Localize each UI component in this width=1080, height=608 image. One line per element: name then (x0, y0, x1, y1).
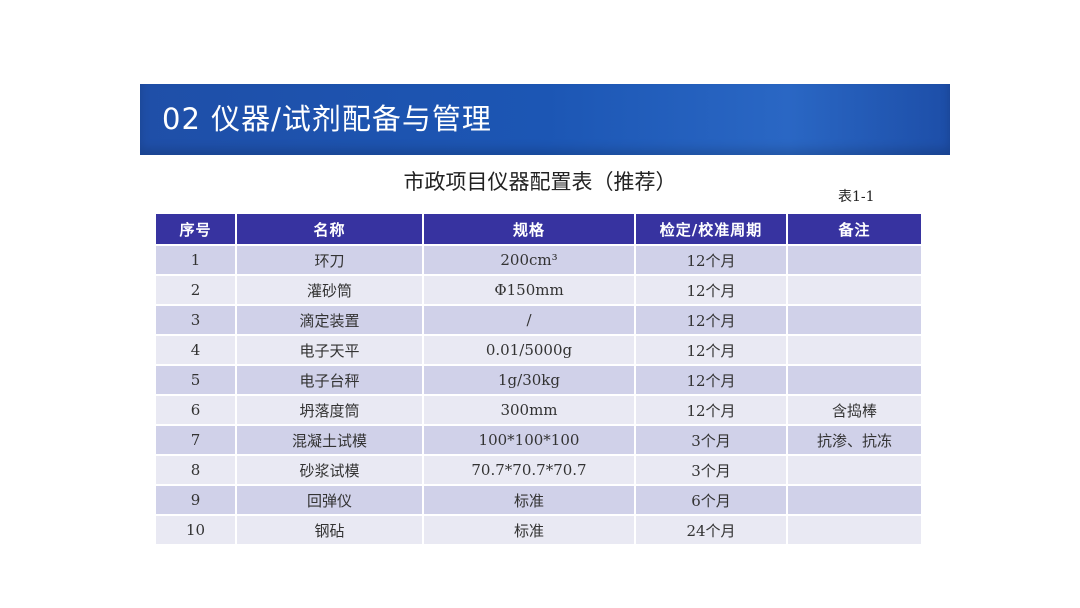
cell-calibration-period: 3个月 (635, 454, 788, 485)
table-row: 10 钢砧 标准 24个月 (156, 514, 921, 544)
cell-calibration-period: 12个月 (635, 274, 788, 305)
cell-remarks: 抗渗、抗冻 (787, 424, 921, 455)
cell-index: 6 (156, 394, 237, 425)
cell-spec: / (423, 304, 636, 335)
cell-name: 钢砧 (236, 514, 424, 544)
cell-spec: 200cm³ (423, 244, 636, 275)
cell-index: 2 (156, 274, 237, 305)
cell-spec: 标准 (423, 514, 636, 544)
cell-spec: 100*100*100 (423, 424, 636, 455)
table-row: 1 环刀 200cm³ 12个月 (156, 244, 921, 275)
cell-index: 1 (156, 244, 237, 275)
cell-remarks (787, 304, 921, 335)
cell-calibration-period: 12个月 (635, 244, 788, 275)
table-row: 6 坍落度筒 300mm 12个月 含捣棒 (156, 394, 921, 425)
column-header-remarks: 备注 (787, 214, 921, 245)
table-row: 2 灌砂筒 Φ150mm 12个月 (156, 274, 921, 305)
cell-calibration-period: 24个月 (635, 514, 788, 544)
cell-spec: 1g/30kg (423, 364, 636, 395)
cell-name: 回弹仪 (236, 484, 424, 515)
cell-name: 混凝土试模 (236, 424, 424, 455)
cell-calibration-period: 3个月 (635, 424, 788, 455)
cell-remarks: 含捣棒 (787, 394, 921, 425)
cell-calibration-period: 12个月 (635, 364, 788, 395)
table-row: 7 混凝土试模 100*100*100 3个月 抗渗、抗冻 (156, 424, 921, 455)
cell-calibration-period: 12个月 (635, 394, 788, 425)
cell-spec: Φ150mm (423, 274, 636, 305)
cell-calibration-period: 12个月 (635, 334, 788, 365)
instrument-config-table: 序号 名称 规格 检定/校准周期 备注 1 环刀 200cm³ 12个月 2 灌砂筒 Φ15… (156, 214, 921, 544)
cell-index: 9 (156, 484, 237, 515)
table-body: 1 环刀 200cm³ 12个月 2 灌砂筒 Φ150mm 12个月 3 滴定装置/12个月 4 电子… (156, 244, 921, 544)
cell-name: 砂浆试模 (236, 454, 424, 485)
table-row: 4 电子天平 0.01/5000g 12个月 (156, 334, 921, 365)
cell-name: 滴定装置 (236, 304, 424, 335)
cell-name: 环刀 (236, 244, 424, 275)
table-row: 9 回弹仪 标准 6个月 (156, 484, 921, 515)
cell-spec: 标准 (423, 484, 636, 515)
cell-index: 4 (156, 334, 237, 365)
cell-name: 电子台秤 (236, 364, 424, 395)
cell-remarks (787, 364, 921, 395)
column-header-spec: 规格 (423, 214, 636, 245)
cell-name: 灌砂筒 (236, 274, 424, 305)
table-row: 8 砂浆试模 70.7*70.7*70.7 3个月 (156, 454, 921, 485)
cell-spec: 300mm (423, 394, 636, 425)
cell-remarks (787, 334, 921, 365)
cell-index: 5 (156, 364, 237, 395)
cell-remarks (787, 484, 921, 515)
cell-spec: 0.01/5000g (423, 334, 636, 365)
table-header-row: 序号 名称 规格 检定/校准周期 备注 (156, 214, 921, 245)
cell-name: 坍落度筒 (236, 394, 424, 425)
cell-calibration-period: 6个月 (635, 484, 788, 515)
cell-remarks (787, 514, 921, 544)
cell-index: 7 (156, 424, 237, 455)
cell-remarks (787, 454, 921, 485)
cell-index: 10 (156, 514, 237, 544)
column-header-name: 名称 (236, 214, 424, 245)
cell-remarks (787, 244, 921, 275)
cell-name: 电子天平 (236, 334, 424, 365)
table-title: 市政项目仪器配置表（推荐） (403, 170, 677, 194)
column-header-index: 序号 (156, 214, 237, 245)
slide-title: 02 仪器/试剂配备与管理 (162, 102, 492, 136)
table-row: 3 滴定装置/12个月 (156, 304, 921, 335)
cell-index: 3 (156, 304, 237, 335)
cell-calibration-period: 12个月 (635, 304, 788, 335)
cell-spec: 70.7*70.7*70.7 (423, 454, 636, 485)
cell-remarks (787, 274, 921, 305)
cell-index: 8 (156, 454, 237, 485)
slide-header-bar: 02 仪器/试剂配备与管理 (140, 84, 950, 155)
table-number: 表1-1 (838, 189, 875, 205)
table-row: 5 电子台秤 1g/30kg 12个月 (156, 364, 921, 395)
column-header-calibration-period: 检定/校准周期 (635, 214, 788, 245)
